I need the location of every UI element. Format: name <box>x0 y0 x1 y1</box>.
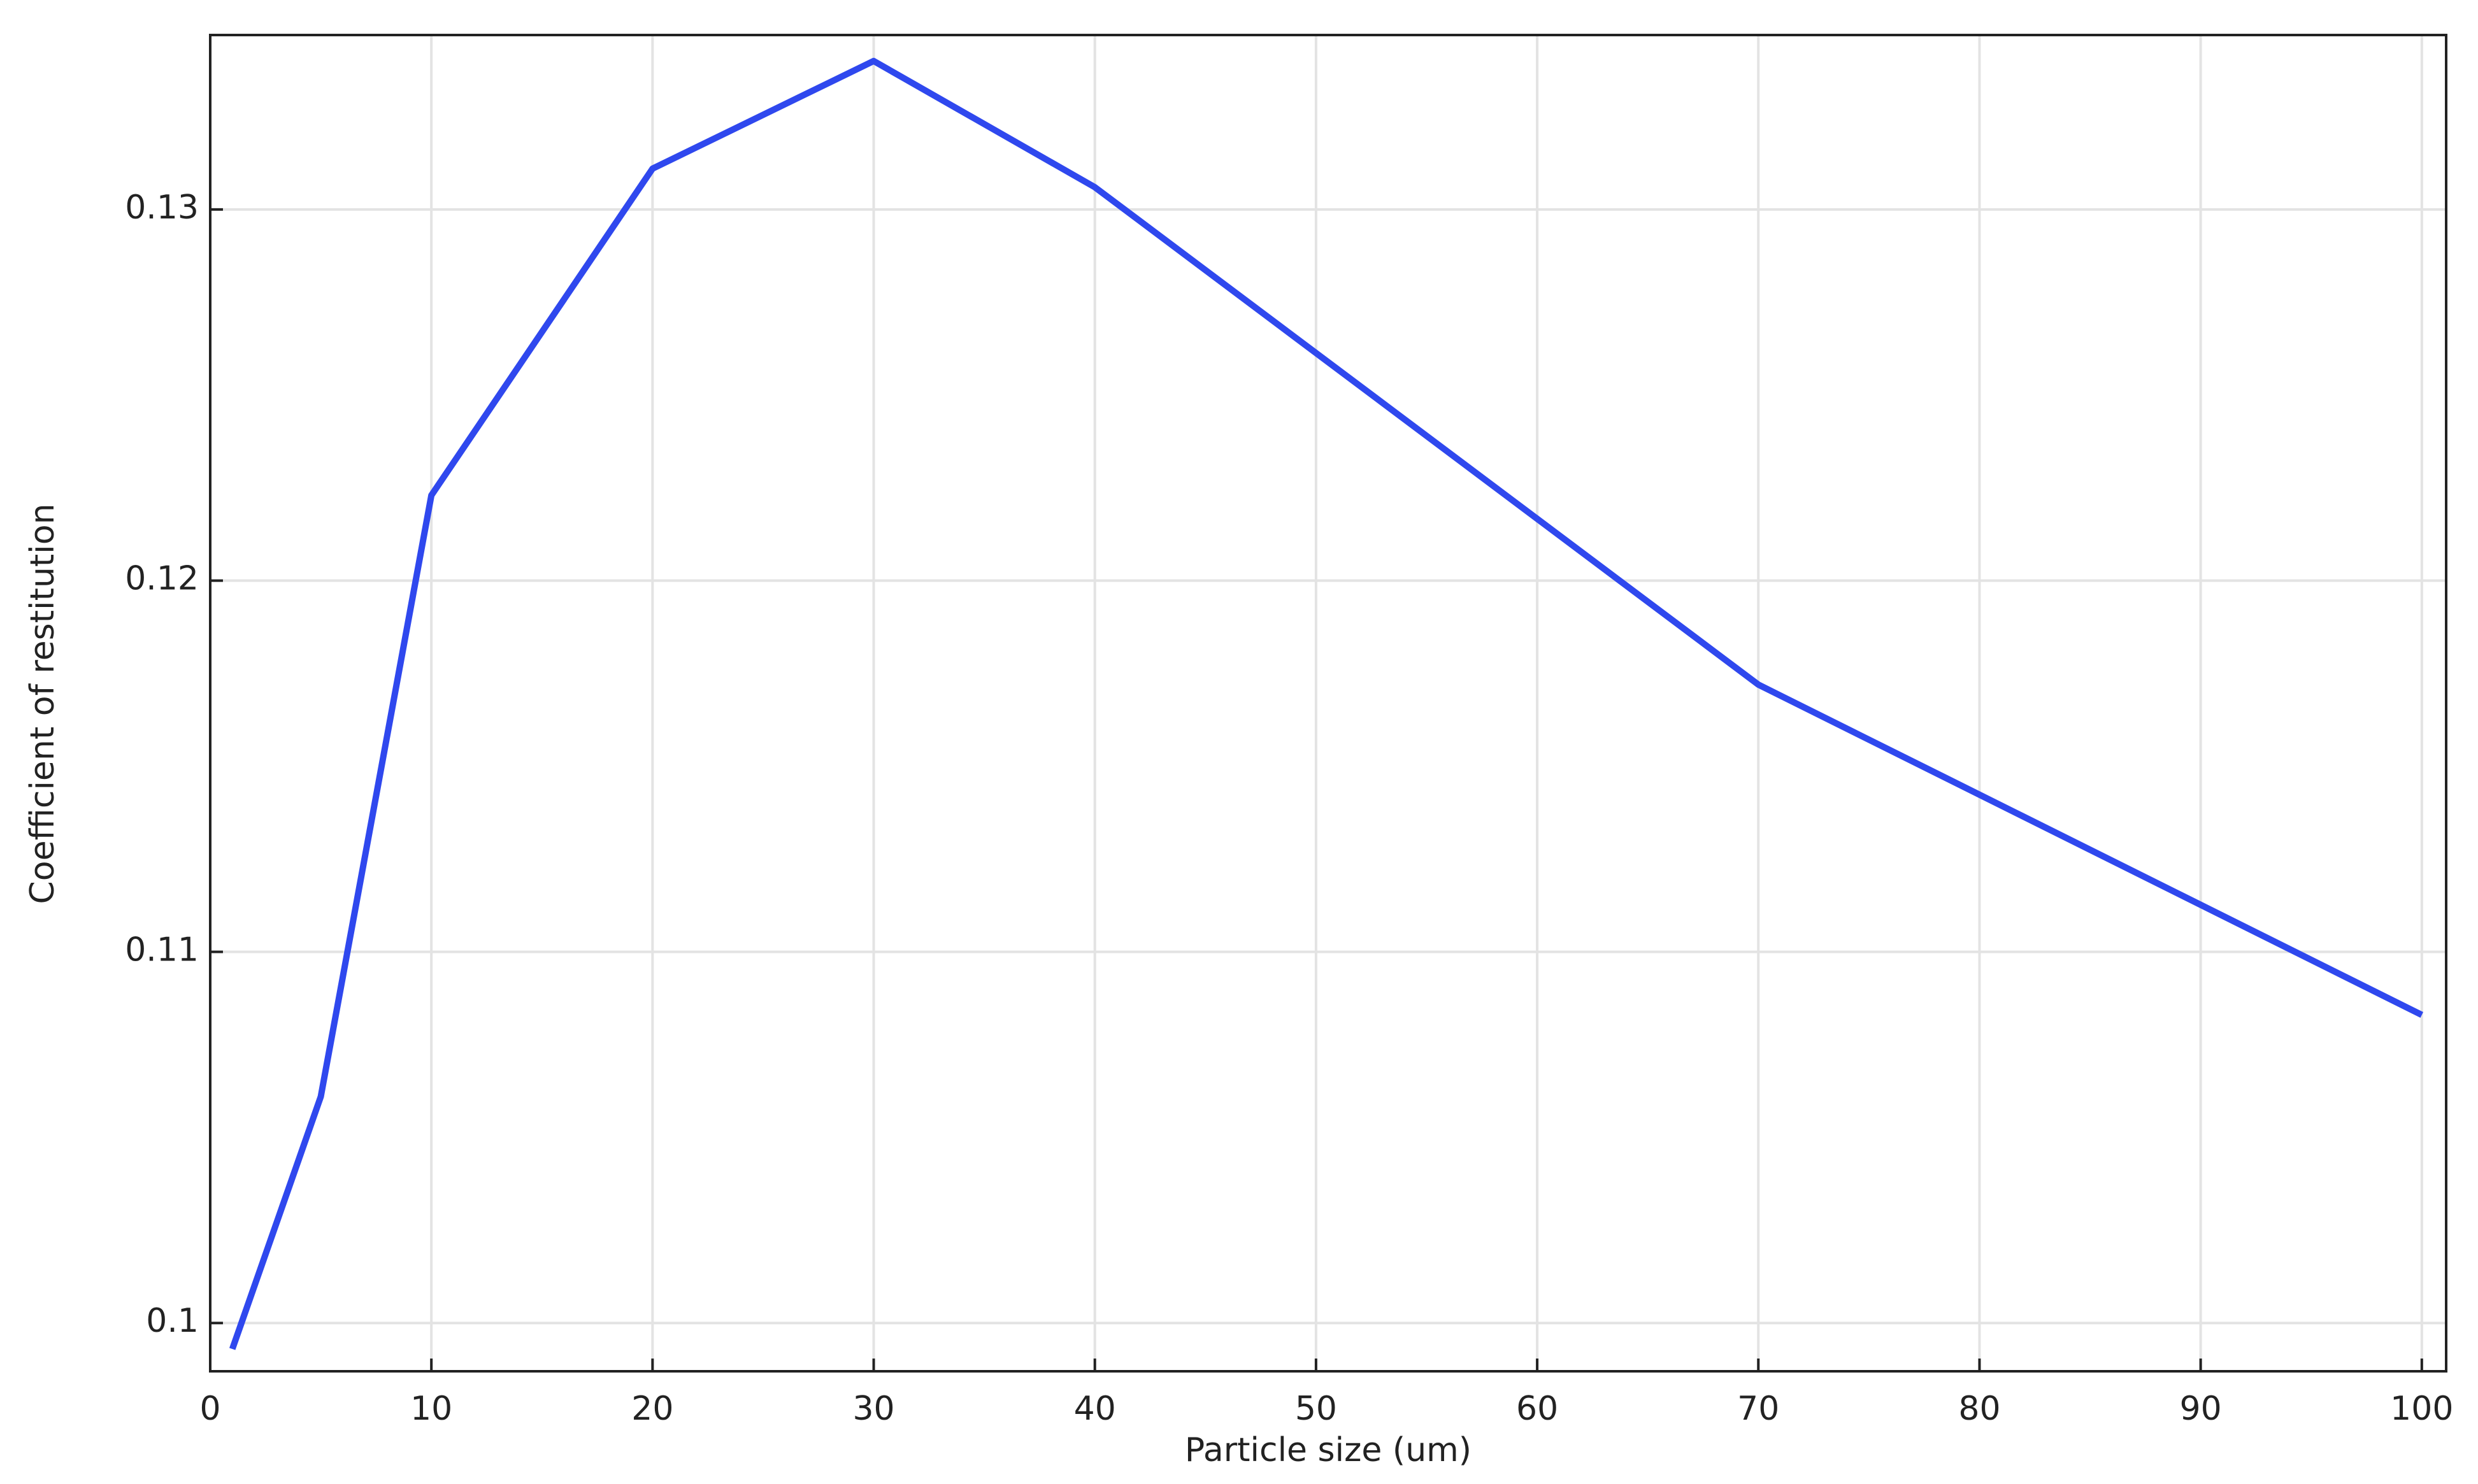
x-tick-label: 70 <box>1737 1390 1779 1428</box>
y-tick-label: 0.12 <box>125 560 199 598</box>
y-tick-label: 0.13 <box>125 189 199 227</box>
x-tick-label: 20 <box>631 1390 673 1428</box>
x-tick-label: 0 <box>199 1390 220 1428</box>
x-tick-label: 60 <box>1516 1390 1558 1428</box>
x-tick-label: 50 <box>1295 1390 1337 1428</box>
x-tick-label: 40 <box>1074 1390 1116 1428</box>
x-tick-label: 80 <box>1958 1390 2000 1428</box>
x-axis-label: Particle size (um) <box>1185 1431 1472 1469</box>
x-tick-label: 10 <box>410 1390 452 1428</box>
x-tick-label: 90 <box>2180 1390 2222 1428</box>
x-tick-label: 30 <box>852 1390 894 1428</box>
y-axis-label: Coefficient of restitution <box>24 503 62 904</box>
data-line <box>229 57 2424 1350</box>
plot-frame <box>209 34 2447 1373</box>
x-tick-label: 100 <box>2390 1390 2453 1428</box>
y-tick-label: 0.1 <box>146 1302 199 1340</box>
y-tick-label: 0.11 <box>125 931 199 969</box>
